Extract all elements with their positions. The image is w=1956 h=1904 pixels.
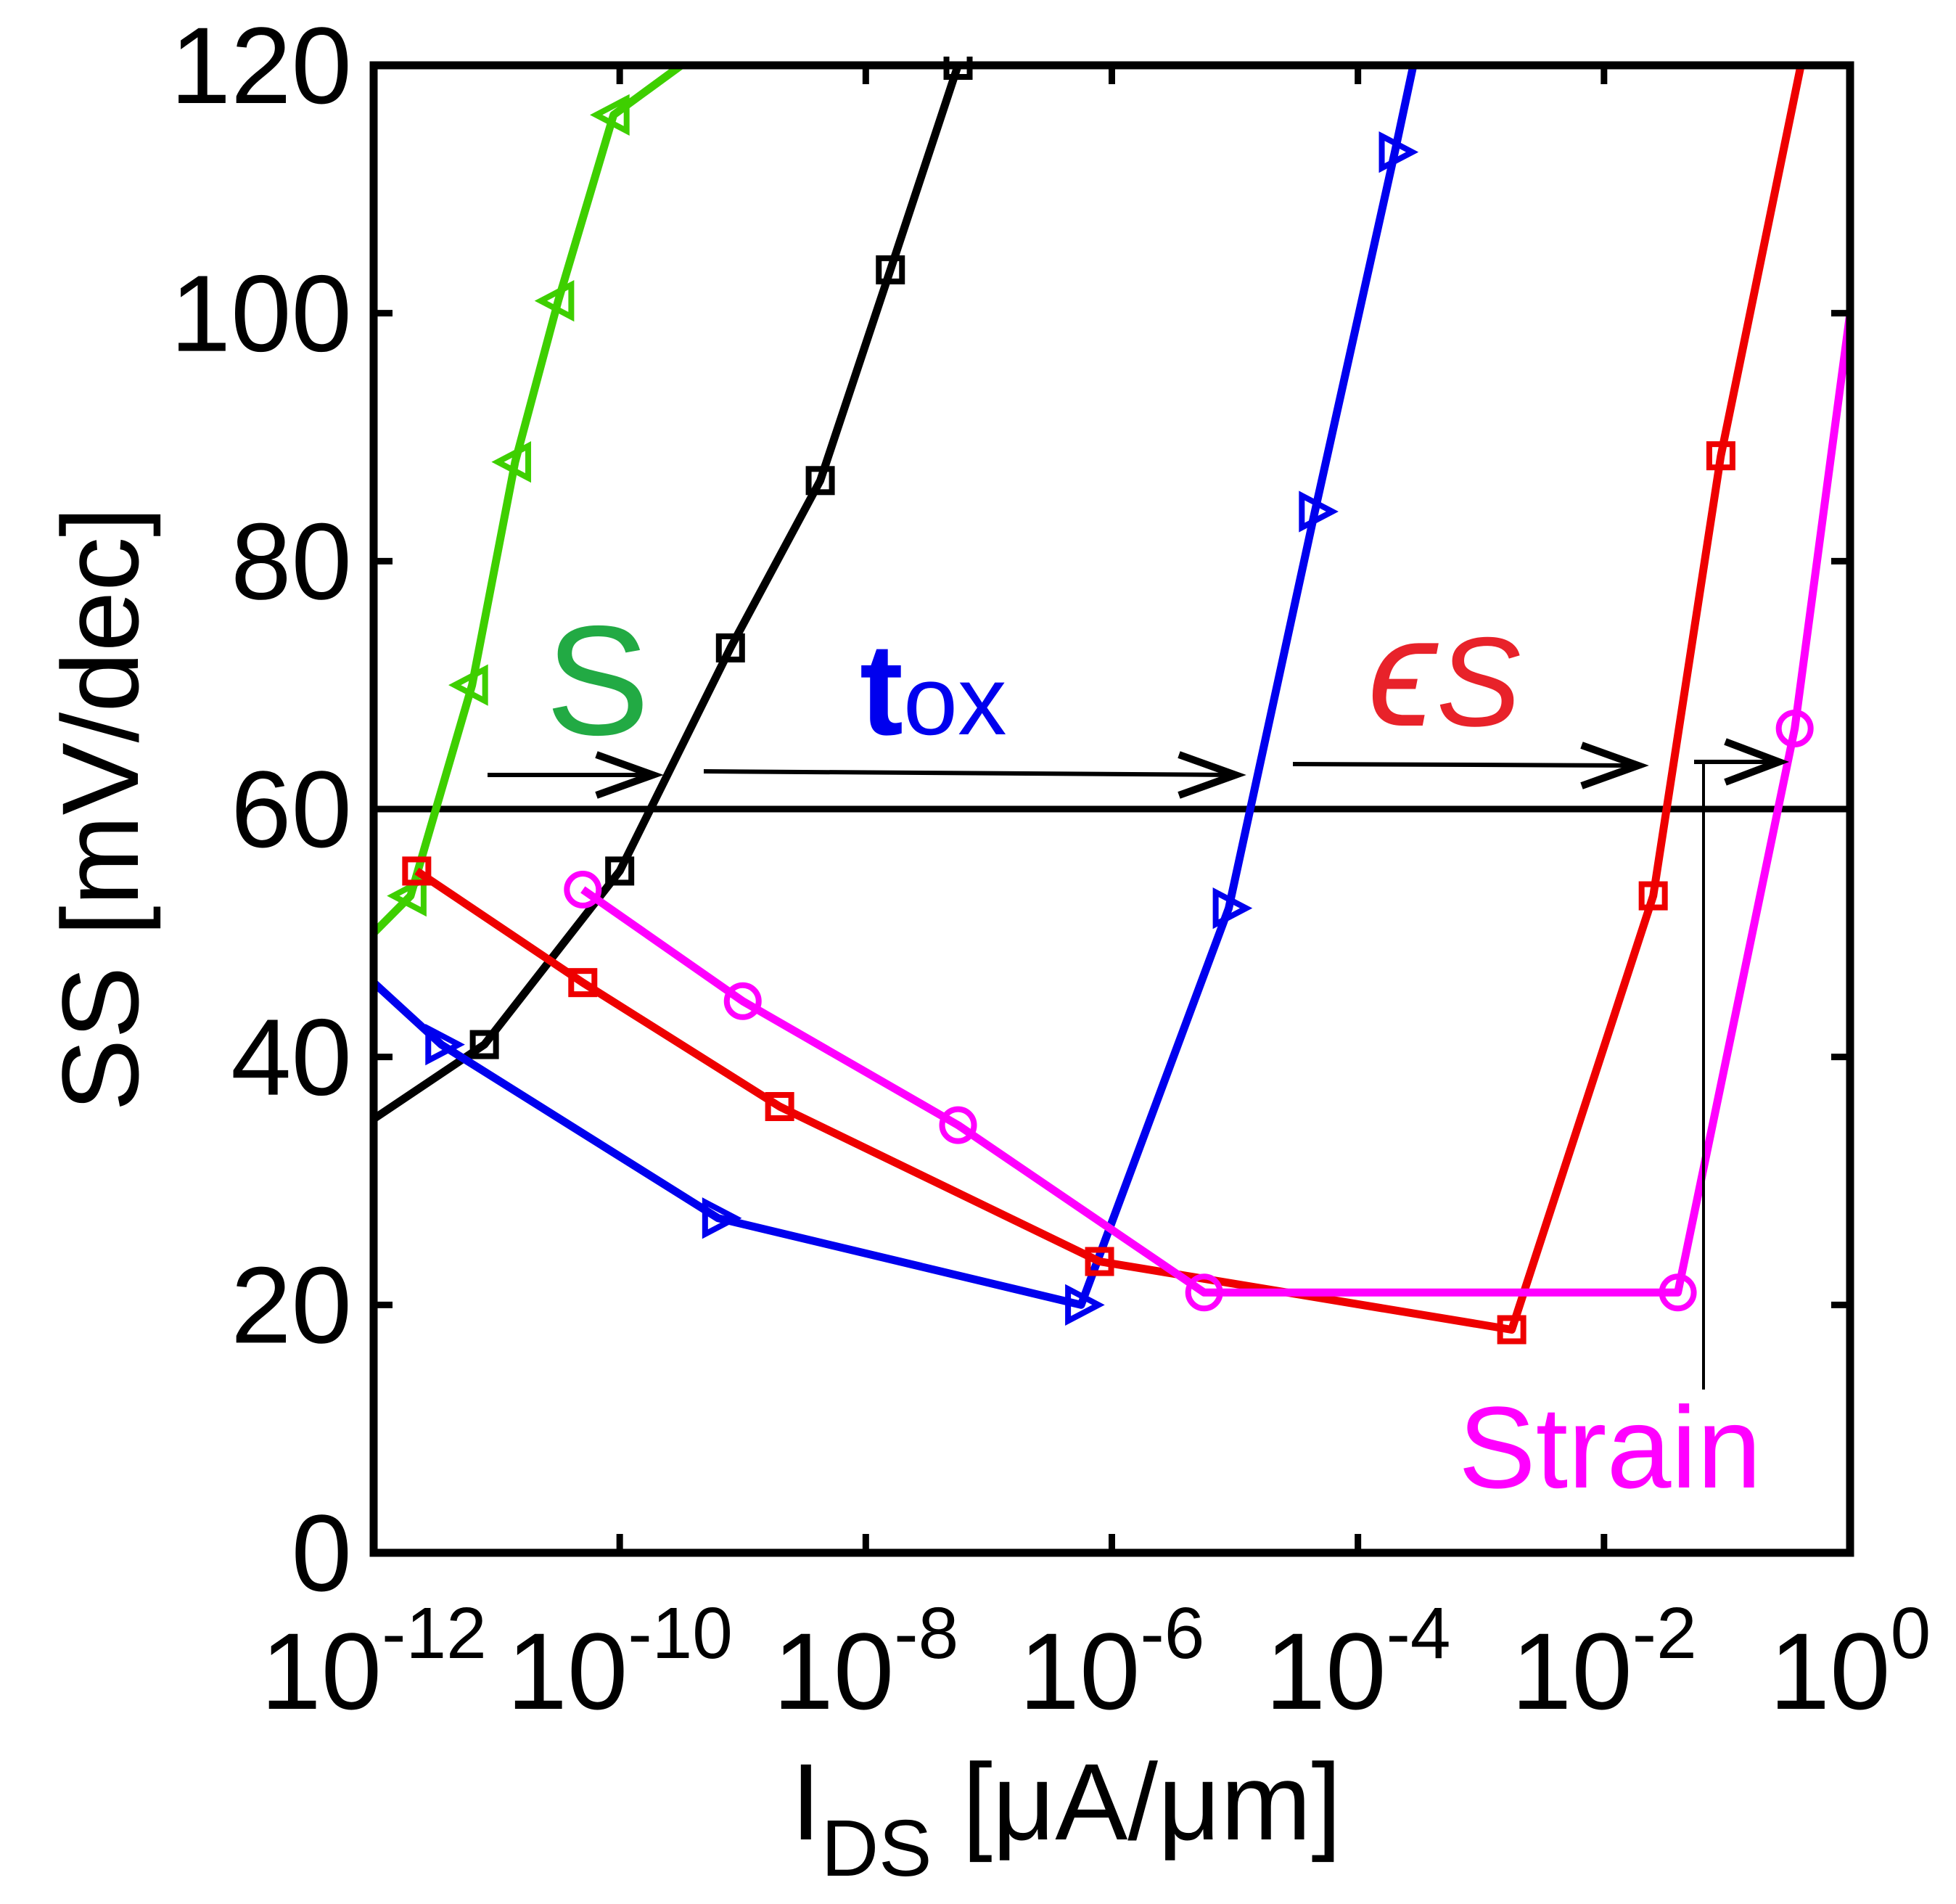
y-tick-label-80: 80 <box>231 500 352 622</box>
series-line-magenta <box>580 312 1850 1297</box>
arrow-eps <box>1292 742 1649 789</box>
s-label: S <box>546 593 649 768</box>
x-tick-label-1: 10-10 <box>506 1593 732 1732</box>
arrow-strain <box>1694 738 1790 786</box>
marker-red-2 <box>765 1092 794 1121</box>
marker-magenta-4 <box>1659 1273 1697 1312</box>
tox-label: tox <box>860 617 1007 763</box>
annotations: S tox ϵS Strain <box>488 584 1790 1512</box>
marker-green-2 <box>448 664 488 706</box>
tox-main: t <box>860 617 903 763</box>
marker-blue-4 <box>1212 887 1253 930</box>
x-ticks: 10-12 10-10 10-8 10-6 10-4 10-2 100 <box>260 65 1931 1732</box>
marker-black-3 <box>715 633 745 662</box>
eps-sub: S <box>1437 612 1521 753</box>
y-tick-label-120: 120 <box>170 4 352 126</box>
x-axis-label-unit: [μA/μm] <box>932 1741 1342 1863</box>
y-tick-label-100: 100 <box>170 253 352 374</box>
marker-red-3 <box>1085 1247 1114 1276</box>
x-tick-label-2: 10-8 <box>773 1593 958 1732</box>
eps-main: ϵ <box>1368 584 1439 759</box>
x-axis-label-main: I <box>791 1741 821 1863</box>
marker-red-6 <box>1706 441 1735 471</box>
marker-blue-2 <box>702 1197 742 1239</box>
marker-black-5 <box>876 255 905 284</box>
y-tick-label-20: 20 <box>231 1244 352 1366</box>
strain-label: Strain <box>1458 1382 1762 1512</box>
marker-black-4 <box>805 466 835 496</box>
series-line-black <box>374 64 962 1123</box>
eps-label: ϵS <box>1368 584 1521 759</box>
y-tick-label-40: 40 <box>231 996 352 1118</box>
marker-magenta-5 <box>1775 709 1814 747</box>
marker-blue-1 <box>425 1023 465 1066</box>
marker-green-3 <box>491 441 532 483</box>
y-tick-label-0: 0 <box>292 1492 352 1614</box>
marker-red-0 <box>402 856 432 886</box>
marker-green-1 <box>387 874 427 917</box>
marker-magenta-3 <box>1185 1273 1223 1312</box>
marker-red-4 <box>1497 1315 1526 1345</box>
y-axis-label: SS [mV/dec] <box>39 506 161 1112</box>
y-ticks: 0 20 40 60 80 100 120 <box>170 4 1850 1614</box>
marker-black-2 <box>605 856 635 886</box>
arrow-tox <box>703 751 1246 799</box>
series-magenta <box>564 312 1850 1312</box>
x-tick-label-3: 10-6 <box>1019 1593 1205 1732</box>
tox-sub: ox <box>903 646 1007 755</box>
marker-red-5 <box>1638 881 1668 911</box>
x-axis-label-sub: DS <box>821 1804 932 1893</box>
marker-blue-5 <box>1299 491 1339 533</box>
series-line-blue <box>374 64 1418 1309</box>
series-black <box>374 57 973 1123</box>
marker-green-5 <box>590 94 630 136</box>
arrow-s <box>488 751 664 799</box>
marker-magenta-2 <box>939 1106 977 1144</box>
x-axis-label: IDS [μA/μm] <box>791 1741 1341 1893</box>
marker-red-1 <box>568 968 598 998</box>
marker-black-1 <box>469 1030 499 1059</box>
marker-magenta-0 <box>564 871 602 909</box>
x-tick-label-4: 10-4 <box>1265 1593 1451 1732</box>
series-blue <box>374 64 1419 1326</box>
marker-green-4 <box>534 279 575 322</box>
x-tick-label-0: 10-12 <box>260 1593 486 1732</box>
marker-blue-3 <box>1065 1284 1105 1326</box>
x-tick-label-5: 10-2 <box>1511 1593 1697 1732</box>
x-tick-label-6: 100 <box>1770 1593 1931 1732</box>
series-layer <box>374 57 1850 1345</box>
marker-magenta-1 <box>723 982 762 1020</box>
y-tick-label-60: 60 <box>231 748 352 870</box>
marker-blue-6 <box>1378 131 1419 173</box>
